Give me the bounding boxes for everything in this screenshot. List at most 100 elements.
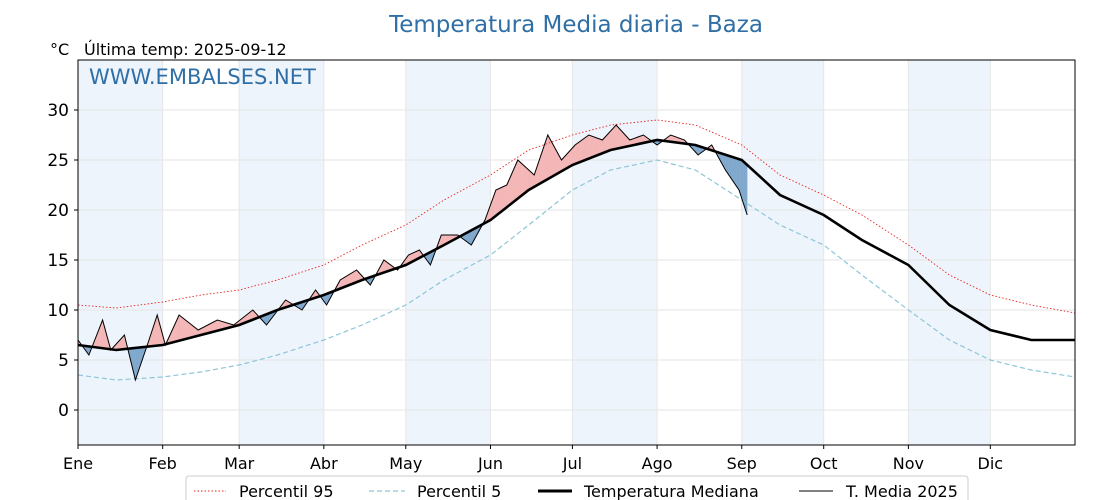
deviation-segment [543, 142, 546, 182]
deviation-segment [591, 135, 594, 158]
legend: Percentil 95 Percentil 5 Temperatura Med… [185, 475, 969, 500]
deviation-segment [525, 167, 528, 193]
y-tick-label: 30 [47, 101, 69, 121]
deviation-segment [495, 189, 498, 217]
deviation-segment [505, 184, 507, 209]
deviation-segment [595, 137, 598, 157]
deviation-segment [741, 159, 744, 203]
deviation-segment [192, 325, 195, 338]
deviation-segment [569, 149, 572, 167]
deviation-segment [501, 186, 503, 212]
deviation-segment [191, 324, 193, 338]
deviation-segment [524, 165, 527, 194]
deviation-segment [178, 314, 181, 341]
deviation-segment [497, 188, 499, 215]
legend-box [185, 475, 969, 500]
deviation-segment [544, 138, 547, 181]
deviation-segment [510, 172, 513, 205]
deviation-segment [181, 316, 184, 341]
deviation-segment [609, 130, 611, 151]
deviation-segment [189, 323, 192, 339]
watermark-text: WWW.EMBALSES.NET [89, 65, 316, 89]
x-tick-label: Sep [727, 454, 757, 473]
deviation-segment [611, 127, 614, 150]
deviation-segment [383, 259, 386, 273]
deviation-segment [583, 137, 585, 161]
deviation-segment [726, 154, 729, 175]
y-tick-label: 0 [58, 401, 69, 421]
deviation-segment [572, 146, 574, 166]
deviation-segment [587, 134, 589, 160]
x-tick-label: Oct [810, 454, 838, 473]
deviation-segment [598, 138, 600, 156]
x-tick-label: Nov [893, 454, 924, 473]
deviation-segment [542, 146, 544, 183]
month-band [572, 60, 658, 445]
series-lines [77, 119, 1076, 382]
x-tick-label: Dic [978, 454, 1004, 473]
deviation-segment [547, 134, 550, 180]
deviation-segment [551, 142, 554, 177]
last-temp-label: Última temp: 2025-09-12 [84, 40, 287, 59]
series-line-p95 [77, 119, 1076, 314]
deviation-segment [518, 160, 521, 198]
deviation-segment [599, 138, 602, 155]
deviation-segment [521, 163, 524, 196]
series-line-p5 [77, 159, 1076, 381]
y-axis-unit: °C [50, 40, 69, 59]
deviation-segment [745, 163, 748, 216]
deviation-segment [568, 150, 570, 168]
x-axis-ticks: Ene Feb Mar Abr May Jun Jul Ago Sep Oct Nov Dic [63, 445, 1003, 473]
deviation-segment [729, 155, 731, 179]
legend-label-median: Temperatura Mediana [583, 482, 759, 500]
deviation-segment [606, 133, 609, 152]
month-band [908, 60, 991, 445]
y-tick-label: 25 [47, 151, 69, 171]
deviation-segment [596, 137, 599, 156]
deviation-segment [579, 140, 581, 163]
deviation-segment [732, 156, 734, 183]
deviation-segment [734, 157, 737, 187]
deviation-segment [744, 162, 747, 211]
y-tick-label: 5 [58, 351, 69, 371]
deviation-segment [737, 158, 740, 191]
deviation-segment [215, 319, 218, 332]
month-band [239, 60, 324, 445]
x-tick-label: Jun [477, 454, 503, 473]
y-axis-ticks: 0 5 10 15 20 25 30 [47, 101, 78, 421]
deviation-segment [554, 147, 557, 176]
deviation-segment [506, 181, 509, 208]
deviation-segment [736, 158, 738, 189]
month-bands [78, 60, 991, 445]
deviation-segment [353, 270, 356, 284]
deviation-segment [607, 132, 610, 152]
deviation-segment [355, 269, 357, 283]
deviation-segment [614, 124, 617, 150]
deviation-segment [188, 322, 191, 339]
deviation-segment [550, 139, 553, 178]
legend-label-2025: T. Media 2025 [845, 482, 958, 500]
deviation-segment [740, 159, 742, 199]
deviation-segment [549, 137, 551, 179]
deviation-segment [513, 166, 516, 203]
deviation-segment [576, 142, 579, 164]
deviation-segment [180, 315, 182, 341]
deviation-segment [509, 175, 512, 206]
deviation-segment [590, 135, 592, 159]
deviation-segment [620, 129, 622, 149]
deviation-segment [523, 164, 525, 195]
deviation-segment [738, 158, 741, 195]
deviation-segment [508, 178, 510, 207]
x-tick-label: Jul [562, 454, 582, 473]
deviation-segment [187, 321, 189, 339]
deviation-segment [570, 147, 573, 167]
deviation-segment [577, 141, 580, 164]
deviation-segment [600, 139, 603, 154]
series-line-2025 [77, 124, 748, 382]
deviation-segment [573, 144, 576, 165]
deviation-segment [122, 334, 125, 350]
deviation-segment [499, 187, 502, 213]
chart-title: Temperatura Media diaria - Baza [388, 12, 763, 38]
deviation-segment [531, 172, 533, 189]
